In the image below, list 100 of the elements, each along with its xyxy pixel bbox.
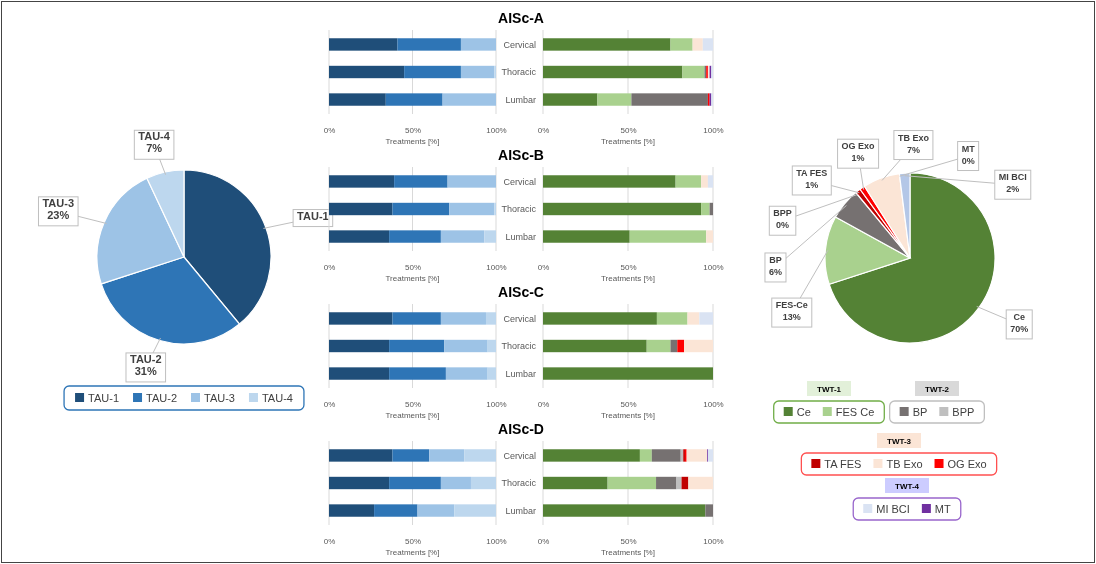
bar <box>543 175 676 188</box>
bar <box>417 504 455 517</box>
x-tick-label: 50% <box>404 125 422 135</box>
x-axis-title: Treatments [%] <box>385 548 440 557</box>
bar <box>543 339 647 353</box>
bar <box>686 449 708 462</box>
bar <box>404 65 461 79</box>
bar <box>329 339 390 353</box>
bar <box>397 38 461 51</box>
bar <box>543 504 706 517</box>
category-label: BPP <box>773 208 792 219</box>
bar <box>543 202 702 216</box>
x-tick-label: 100% <box>486 399 507 409</box>
bar <box>385 93 443 106</box>
bar <box>706 230 713 243</box>
x-tick-label: 0% <box>537 399 550 409</box>
text: 0% <box>961 155 975 166</box>
slice-label: TAU-1 <box>297 209 329 222</box>
x-axis-title: Treatments [%] <box>601 411 655 420</box>
bar <box>701 175 708 188</box>
bar <box>440 476 471 490</box>
bar <box>631 93 708 106</box>
bar <box>677 339 685 353</box>
x-tick-label: 0% <box>537 262 550 272</box>
bar <box>543 38 671 51</box>
x-tick-label: 50% <box>620 262 637 272</box>
bar <box>687 312 700 325</box>
bar <box>329 312 393 325</box>
y-tick-label: Cervical <box>503 450 536 461</box>
bar <box>329 65 405 79</box>
bar <box>392 312 441 325</box>
y-tick-label: Thoracic <box>501 478 537 489</box>
x-axis-title: Treatments [%] <box>601 137 655 146</box>
data-label: 1% <box>805 179 819 190</box>
bar <box>675 175 702 188</box>
y-tick-label: Thoracic <box>501 341 537 352</box>
data-label: 70% <box>1010 323 1029 334</box>
y-tick-label: Cervical <box>503 176 536 187</box>
category-label: MT <box>961 143 975 154</box>
data-label: 7% <box>906 144 920 155</box>
bar <box>646 339 671 353</box>
text: TWT-1 <box>817 385 842 394</box>
text: TWT-4 <box>895 482 920 491</box>
bar <box>705 504 713 517</box>
bar <box>329 175 395 188</box>
legend-label: TAU-4 <box>261 391 293 404</box>
bar <box>454 504 496 517</box>
bar <box>543 367 713 380</box>
slice-label: TAU-2 <box>129 352 162 365</box>
x-tick-label: 0% <box>537 536 550 546</box>
slice-label: Ce <box>1013 311 1025 322</box>
bar <box>692 38 703 51</box>
bar <box>389 476 441 490</box>
legend-label: MT <box>934 502 952 515</box>
bar <box>374 504 418 517</box>
bar <box>389 367 446 380</box>
x-tick-label: 50% <box>404 262 422 272</box>
legend-label: TAU-2 <box>146 391 177 404</box>
bar <box>543 312 657 325</box>
y-tick-label: Thoracic <box>501 67 537 78</box>
data-label: 13% <box>782 312 801 323</box>
x-tick-label: 100% <box>486 125 507 135</box>
x-tick-label: 100% <box>486 536 507 546</box>
x-tick-label: 0% <box>323 399 336 409</box>
bar <box>487 367 496 380</box>
x-tick-label: 50% <box>404 399 422 409</box>
bar <box>445 367 488 380</box>
chart-title: AISc-B <box>498 147 544 163</box>
bar <box>440 312 486 325</box>
bar <box>670 38 693 51</box>
x-tick-label: 100% <box>703 399 724 409</box>
data-label: 6% <box>768 266 782 277</box>
y-tick-label: Lumbar <box>505 231 536 242</box>
bar <box>392 449 430 462</box>
bar <box>639 449 652 462</box>
x-axis-title: Treatments [%] <box>601 274 655 283</box>
bar <box>447 175 496 188</box>
bar <box>684 339 713 353</box>
bar <box>460 38 496 51</box>
bar <box>442 93 496 106</box>
y-tick-label: Lumbar <box>505 94 536 105</box>
bar <box>629 230 707 243</box>
bar <box>487 339 496 353</box>
bar <box>651 449 681 462</box>
x-tick-label: 100% <box>486 262 507 272</box>
bar <box>329 449 393 462</box>
bar <box>429 449 465 462</box>
legend-label: TAU-3 <box>204 391 235 404</box>
bar <box>656 476 677 490</box>
chart-title: AISc-D <box>498 421 544 437</box>
bar <box>701 202 710 216</box>
bar <box>656 312 688 325</box>
bar <box>699 312 713 325</box>
pie-slice <box>828 172 996 344</box>
x-tick-label: 0% <box>323 536 336 546</box>
bar <box>389 339 445 353</box>
bar <box>440 230 485 243</box>
legend-label: BP <box>912 405 928 418</box>
slice-label: TA FES <box>796 167 828 178</box>
data-label: 23% <box>47 208 70 221</box>
